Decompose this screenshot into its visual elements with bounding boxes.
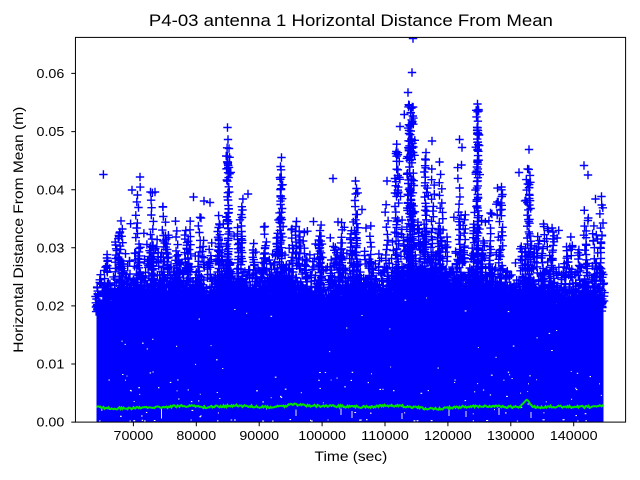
- svg-text:140000: 140000: [550, 429, 598, 443]
- svg-text:0.00: 0.00: [37, 416, 65, 430]
- svg-text:100000: 100000: [298, 429, 346, 443]
- svg-text:0.01: 0.01: [37, 358, 65, 372]
- svg-text:120000: 120000: [424, 429, 472, 443]
- svg-text:0.02: 0.02: [37, 300, 65, 314]
- svg-text:130000: 130000: [487, 429, 535, 443]
- svg-text:70000: 70000: [114, 429, 154, 443]
- svg-text:0.05: 0.05: [37, 125, 65, 139]
- svg-text:0.04: 0.04: [37, 183, 65, 197]
- svg-text:P4-03 antenna 1 Horizontal Dis: P4-03 antenna 1 Horizontal Distance From…: [149, 11, 553, 30]
- svg-text:110000: 110000: [361, 429, 409, 443]
- svg-text:90000: 90000: [239, 429, 279, 443]
- svg-text:Time (sec): Time (sec): [315, 448, 388, 464]
- svg-text:80000: 80000: [176, 429, 216, 443]
- svg-text:Horizontal Distance From Mean: Horizontal Distance From Mean (m): [10, 107, 26, 353]
- svg-text:0.06: 0.06: [37, 67, 65, 81]
- svg-text:0.03: 0.03: [37, 241, 65, 255]
